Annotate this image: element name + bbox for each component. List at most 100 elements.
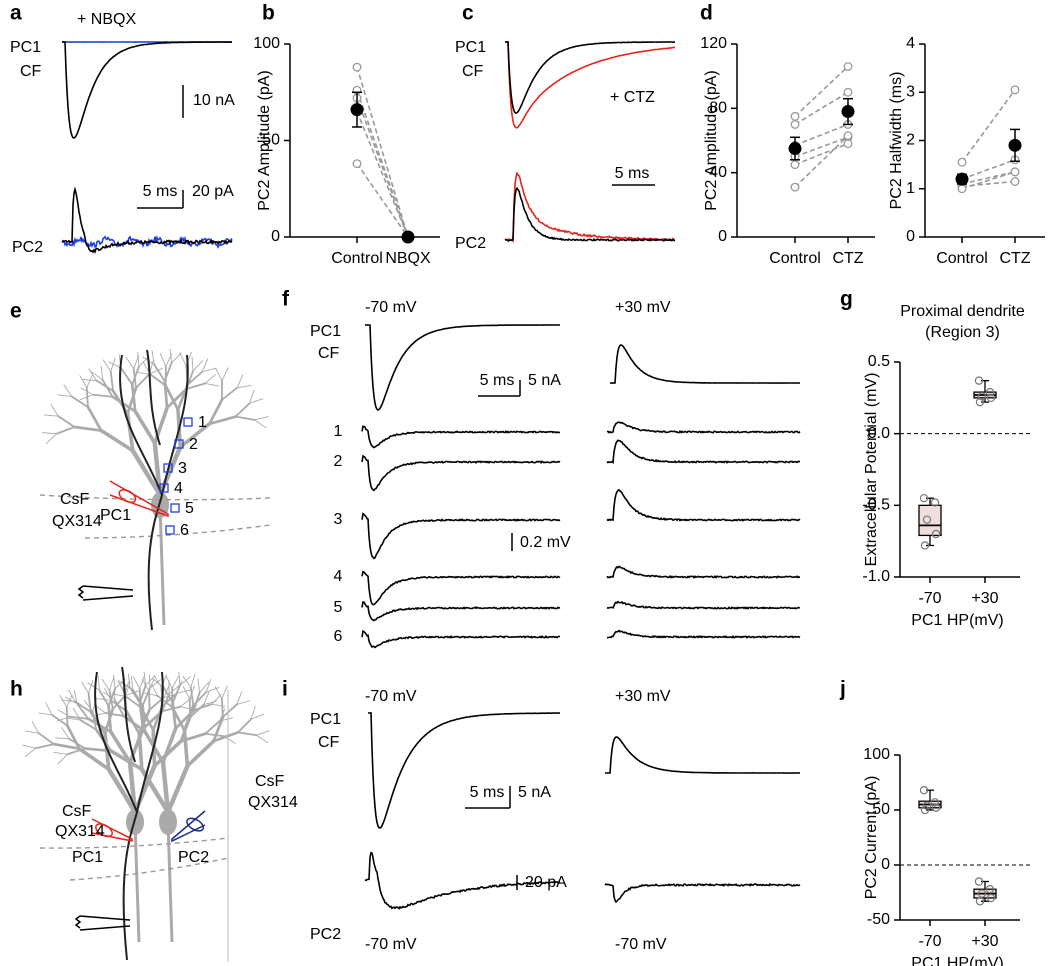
dendrite [151,350,155,366]
dendrite [203,691,210,705]
dendrite [55,426,76,435]
stim-electrode [77,585,134,601]
cell-point [931,803,941,813]
dendrite [178,671,181,686]
trace [504,186,676,242]
dendrite [141,687,151,707]
label: 5 [185,500,194,517]
label: PC1 [72,849,103,866]
recording-site [159,483,169,493]
label: +30 mV [615,688,671,705]
dendrite [111,395,137,413]
y-tick-label: -50 [867,911,890,928]
dendrite [98,688,110,707]
dendrite [109,749,144,772]
dendrite [192,360,204,372]
label: QX314 [248,794,298,811]
y-axis-label: PC2 Halfwidth (ms) [888,72,905,210]
dendrite [53,752,68,755]
dendrite [52,742,81,751]
cell-point [843,87,853,97]
dendrite [73,690,78,705]
dendrite [107,687,117,707]
dendrite [72,707,81,721]
x-tick-label: +30 [971,590,998,607]
dendrite [182,686,191,700]
pair-line [356,66,409,238]
trace [606,565,801,579]
cell-point [975,897,985,906]
trace [367,712,561,829]
cell-point [985,885,995,894]
x-tick-label: CTZ [999,250,1030,267]
dendrite [57,415,76,428]
cell-point [977,392,987,401]
cell-point [986,393,996,403]
dendrite [125,690,139,696]
trace [61,235,233,249]
trace [364,851,561,910]
y-axis-label: PC2 Current (pA) [863,776,880,900]
dendrite [221,367,229,381]
trace [361,601,561,622]
recording-site [165,525,175,535]
label: 4 [174,480,183,497]
dendrite [37,732,55,746]
dendrite [125,411,135,453]
dendrite [250,705,256,720]
trace [609,344,800,384]
y-tick-label: -1.0 [862,568,890,585]
trace [61,41,232,139]
axon [166,821,174,943]
label: CsF [255,773,285,790]
label: + CTZ [610,89,655,106]
soma [159,809,177,835]
pipette-tip [186,817,205,832]
dendrite [153,363,166,382]
dendrite [109,729,132,765]
dendrite [66,747,87,756]
climbing-fiber [119,349,189,631]
dendrite [204,720,221,735]
trace [606,629,801,639]
dendrite [222,703,238,718]
dendrite [130,675,134,691]
dendrite [135,373,151,389]
dendrite [189,686,195,707]
recording-site [163,463,173,473]
x-tick-label: Control [936,250,988,267]
dendrite [135,371,151,375]
panel-label: f [282,288,290,311]
recording-site [170,503,180,513]
label: -70 mV [615,936,667,953]
label: QX314 [52,513,102,530]
dendrite [255,734,269,744]
dendrite [65,706,69,727]
pair-line [961,171,1016,185]
trace [361,570,561,606]
trace [606,600,801,610]
x-tick-label: Control [769,250,821,267]
dendrite [44,414,59,417]
dendrite [149,368,163,375]
y-tick-label: 4 [906,35,915,52]
dendrite [25,730,40,734]
label: 1 [334,423,343,440]
dendrite [130,448,163,498]
dendrite [165,387,188,410]
dendrite [161,726,178,765]
label: +30 mV [615,299,671,316]
dendrite [95,379,114,392]
dendrite [57,394,73,397]
dendrite [50,403,59,417]
dendrite [111,694,127,710]
trace [606,439,801,465]
y-tick-label: 1 [906,180,915,197]
cell-point [930,498,940,507]
label: + NBQX [77,11,136,28]
dendrite [204,374,217,384]
dendrite [211,694,222,705]
label: PC1 [100,507,131,524]
dendrite [182,675,192,688]
dendrite [149,373,167,387]
